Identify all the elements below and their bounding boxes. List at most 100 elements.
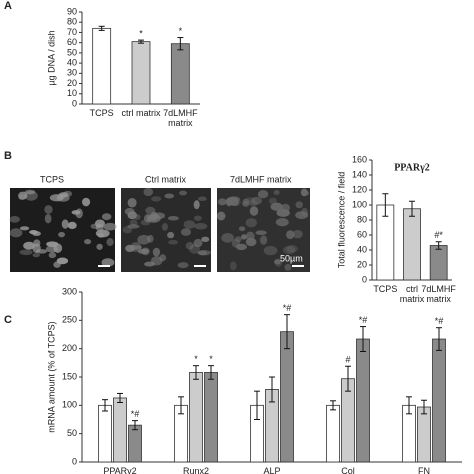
cell bbox=[61, 219, 69, 229]
cell bbox=[84, 238, 92, 245]
cell bbox=[282, 245, 296, 255]
cell bbox=[251, 196, 262, 205]
cell bbox=[179, 190, 187, 196]
cell bbox=[24, 189, 36, 195]
error-bar bbox=[177, 37, 184, 51]
cell bbox=[201, 236, 210, 243]
significance-mark: #* bbox=[434, 230, 443, 240]
y-tick-label: 90 bbox=[67, 6, 77, 16]
y-tick-label: 70 bbox=[67, 27, 77, 37]
cell bbox=[9, 228, 23, 238]
cell bbox=[81, 197, 91, 207]
cell bbox=[19, 226, 30, 231]
cell bbox=[19, 249, 33, 256]
y-tick-label: 40 bbox=[357, 244, 367, 254]
cell bbox=[268, 197, 277, 205]
cell bbox=[9, 216, 21, 223]
panel-letter: C bbox=[4, 314, 12, 326]
y-tick-label: 0 bbox=[72, 98, 77, 108]
cell bbox=[137, 234, 151, 245]
cell bbox=[96, 243, 103, 250]
x-tick-label: Runx2 bbox=[182, 466, 209, 474]
error-bar bbox=[193, 365, 199, 380]
cell bbox=[284, 263, 292, 271]
significance-mark: # bbox=[345, 355, 350, 365]
cell bbox=[234, 236, 242, 243]
y-tick-label: 20 bbox=[67, 78, 77, 88]
x-tick-label: 7dLMHF matrix bbox=[421, 284, 456, 304]
micrographs bbox=[9, 187, 310, 272]
cell bbox=[127, 224, 140, 229]
micrograph-label: 7dLMHF matrix bbox=[230, 174, 292, 184]
x-tick-label: ALP bbox=[263, 466, 281, 474]
y-tick-label: 10 bbox=[67, 88, 77, 98]
cell bbox=[301, 207, 308, 217]
panel-letter: B bbox=[4, 150, 12, 162]
cell bbox=[263, 245, 278, 256]
cell bbox=[193, 238, 203, 248]
cell bbox=[127, 197, 137, 208]
y-tick-label: 150 bbox=[62, 371, 77, 381]
cell bbox=[143, 187, 154, 197]
x-tick-label: ctrl matrix bbox=[399, 284, 425, 304]
bar bbox=[204, 372, 218, 463]
cell bbox=[167, 215, 179, 221]
error-bar bbox=[254, 390, 260, 420]
error-bar bbox=[421, 399, 427, 415]
error-bar bbox=[436, 327, 442, 351]
bar bbox=[113, 397, 127, 463]
cell bbox=[18, 191, 28, 200]
error-bar bbox=[330, 400, 336, 411]
cell bbox=[32, 253, 40, 258]
micrograph-label: Ctrl matrix bbox=[145, 174, 186, 184]
error-bar bbox=[138, 39, 144, 44]
cell bbox=[45, 245, 59, 253]
cell bbox=[241, 234, 248, 240]
bar bbox=[189, 372, 203, 463]
error-bar bbox=[382, 193, 389, 217]
cell bbox=[238, 226, 246, 232]
cell bbox=[245, 231, 255, 241]
bar bbox=[128, 424, 142, 463]
error-bar bbox=[360, 326, 366, 352]
cell bbox=[29, 230, 38, 235]
y-axis-label: Total fluorescence / field bbox=[336, 172, 346, 269]
y-tick-label: 160 bbox=[352, 154, 367, 164]
bar bbox=[356, 338, 370, 463]
cell bbox=[18, 194, 26, 201]
cell bbox=[260, 235, 268, 245]
cell bbox=[122, 226, 133, 234]
error-bar bbox=[284, 314, 290, 350]
panel-letter: A bbox=[4, 0, 12, 12]
error-bar bbox=[435, 241, 442, 250]
error-bar bbox=[208, 365, 214, 380]
bar bbox=[98, 404, 112, 463]
y-tick-label: 0 bbox=[72, 456, 77, 466]
cell bbox=[44, 213, 52, 224]
bar bbox=[131, 41, 151, 105]
y-tick-label: 80 bbox=[357, 214, 367, 224]
error-bar bbox=[102, 399, 108, 412]
bar bbox=[432, 338, 446, 463]
cell bbox=[295, 201, 303, 209]
cell bbox=[216, 211, 226, 221]
cell bbox=[48, 252, 57, 259]
y-tick-label: 100 bbox=[62, 400, 77, 410]
x-tick-label: ctrl matrix bbox=[121, 108, 161, 118]
chart-title: PPARγ2 bbox=[394, 162, 430, 173]
scale-bar-label: 50µm bbox=[280, 253, 303, 263]
y-tick-label: 60 bbox=[357, 229, 367, 239]
y-tick-label: 50 bbox=[67, 428, 77, 438]
bar bbox=[429, 245, 448, 281]
cell bbox=[180, 228, 192, 236]
y-tick-label: 30 bbox=[67, 68, 77, 78]
error-bar bbox=[117, 392, 123, 403]
x-tick-label: PPARγ2 bbox=[103, 466, 137, 474]
cell bbox=[242, 200, 250, 207]
bar bbox=[326, 404, 340, 463]
bar bbox=[403, 208, 421, 281]
micrograph-label: TCPS bbox=[40, 174, 64, 184]
cell bbox=[124, 207, 135, 216]
y-tick-label: 20 bbox=[357, 259, 367, 269]
